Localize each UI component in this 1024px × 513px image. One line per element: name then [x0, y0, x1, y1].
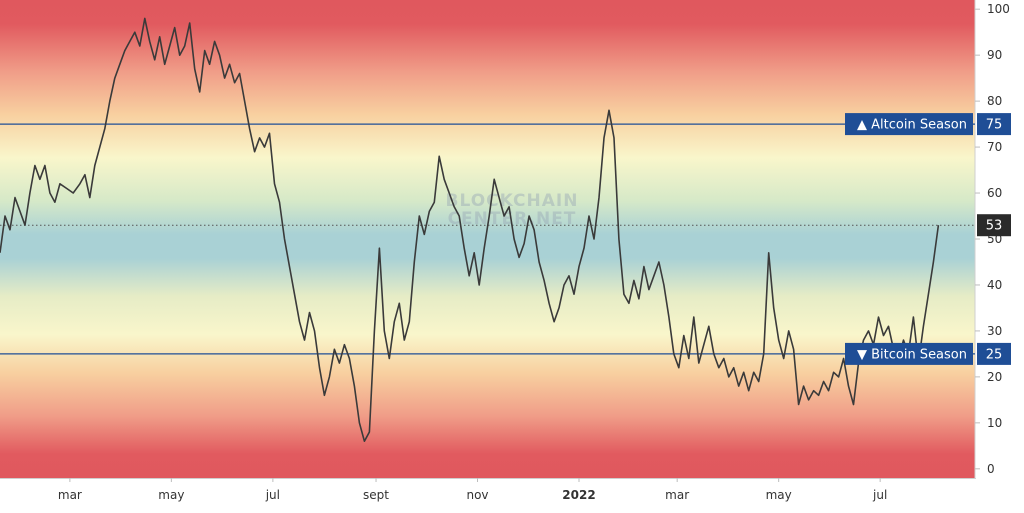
plot-background	[0, 0, 975, 478]
x-tick-label: may	[766, 488, 792, 502]
threshold-value-text: 25	[986, 347, 1003, 362]
threshold-value-tag	[977, 113, 1011, 136]
series-line	[0, 17, 940, 442]
series-layer	[0, 17, 940, 442]
y-tick-label: 100	[987, 2, 1010, 16]
axis-tags: ▲ Altcoin Season 75 ▼ Bitcoin Season 25 53	[845, 113, 1011, 365]
y-tick-label: 70	[987, 140, 1002, 154]
x-tick-label: nov	[466, 488, 488, 502]
x-tick-label: jul	[265, 488, 280, 502]
threshold-label-text: ▼ Bitcoin Season	[857, 347, 967, 362]
y-tick-label: 0	[987, 462, 995, 476]
x-axis-band	[0, 479, 1024, 513]
threshold-lines	[0, 123, 975, 355]
y-tick-label: 90	[987, 48, 1002, 62]
x-tick-label: jul	[872, 488, 887, 502]
threshold-label-text: ▲ Altcoin Season	[857, 118, 967, 133]
x-tick-label: may	[158, 488, 184, 502]
threshold-label-tag	[845, 342, 973, 365]
y-axis-band	[976, 0, 1024, 479]
current-value-tag	[977, 214, 1011, 237]
threshold-value-tag	[977, 342, 1011, 365]
x-tick-label: sept	[363, 488, 389, 502]
x-axis-ticks: mar may jul sept nov 2022 mar may jul	[58, 478, 887, 502]
y-tick-label: 60	[987, 186, 1002, 200]
y-tick-label: 10	[987, 416, 1002, 430]
x-tick-label: mar	[665, 488, 689, 502]
threshold-label-tag	[845, 113, 973, 136]
watermark-line-1: BLOCKCHAIN	[446, 191, 579, 211]
current-value-text: 53	[986, 219, 1003, 234]
y-tick-label: 40	[987, 278, 1002, 292]
y-tick-label: 80	[987, 94, 1002, 108]
y-tick-label: 20	[987, 370, 1002, 384]
x-tick-label: mar	[58, 488, 82, 502]
threshold-value-text: 75	[986, 118, 1003, 133]
y-tick-label: 30	[987, 324, 1002, 338]
x-tick-label: 2022	[562, 488, 595, 502]
